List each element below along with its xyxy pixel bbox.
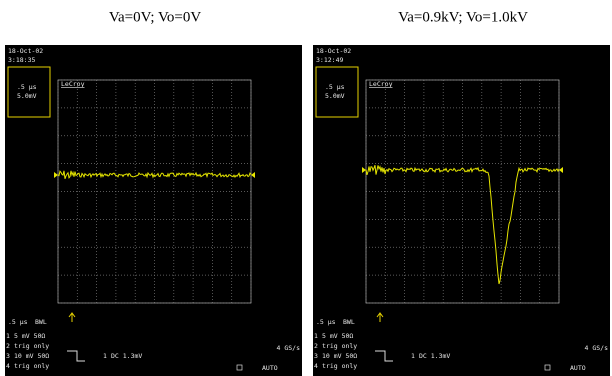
sample-rate: 4 GS/s (277, 344, 301, 352)
time: 3:12:49 (316, 56, 343, 64)
caption: Va=0.9kV; Vo=1.0kV (398, 9, 528, 25)
sample-rate: 4 GS/s (585, 344, 609, 352)
channel-setting: trig only (322, 342, 357, 350)
channel-number: 3 (314, 352, 318, 360)
time: 3:18:35 (8, 56, 35, 64)
bwl: BWL (343, 318, 355, 326)
brand: LeCroy (61, 80, 85, 88)
bottom-timebase: .5 µs (8, 318, 28, 326)
volts: 5.0mV (325, 92, 345, 100)
channel-number: 1 (314, 332, 318, 340)
date: 18-Oct-02 (316, 47, 351, 55)
mode: AUTO (570, 364, 586, 372)
page: {"panels": [ {"caption": "Va=0V; Vo=0V",… (0, 0, 612, 376)
date: 18-Oct-02 (8, 47, 43, 55)
bottom-timebase: .5 µs (316, 318, 336, 326)
channel-setting: 5 mV 50Ω (322, 332, 353, 340)
trigger-channel: 1 (411, 352, 415, 360)
channel-setting: 5 mV 50Ω (14, 332, 45, 340)
channel-setting: trig only (14, 362, 49, 370)
timebase: .5 µs (325, 83, 345, 91)
timebase: .5 µs (17, 83, 37, 91)
channel-setting: trig only (322, 362, 357, 370)
channel-number: 2 (314, 342, 318, 350)
channel-number: 2 (6, 342, 10, 350)
brand: LeCroy (369, 80, 393, 88)
bwl: BWL (35, 318, 47, 326)
channel-setting: 10 mV 50Ω (322, 352, 357, 360)
channel-number: 4 (314, 362, 318, 370)
channel-number: 1 (6, 332, 10, 340)
mode: AUTO (262, 364, 278, 372)
volts: 5.0mV (17, 92, 37, 100)
trigger: DC 1.3mV (419, 352, 450, 360)
channel-number: 4 (6, 362, 10, 370)
figure: Va=0V; Vo=0V18-Oct-023:18:35.5 µs5.0mVLe… (0, 0, 612, 376)
trigger-channel: 1 (103, 352, 107, 360)
channel-setting: trig only (14, 342, 49, 350)
channel-setting: 10 mV 50Ω (14, 352, 49, 360)
channel-number: 3 (6, 352, 10, 360)
trigger: DC 1.3mV (111, 352, 142, 360)
caption: Va=0V; Vo=0V (109, 9, 202, 25)
